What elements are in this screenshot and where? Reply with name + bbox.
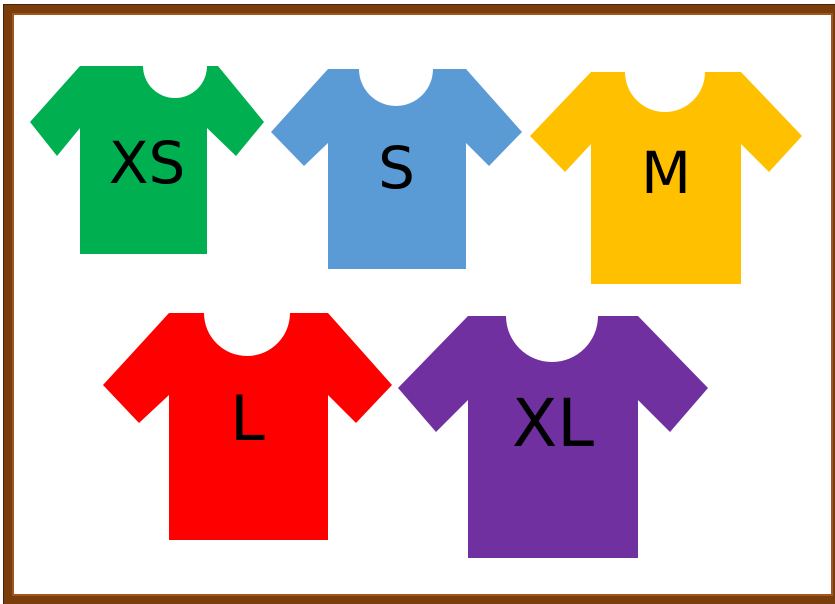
shirt-xs-label: XS (108, 129, 186, 197)
shirt-xl: XL (398, 316, 708, 558)
shirt-l-icon (103, 313, 392, 540)
shirt-m: M (530, 72, 802, 284)
shirt-xl-icon (398, 316, 708, 558)
shirt-xl-body (398, 316, 708, 558)
shirt-m-body (530, 72, 802, 284)
shirt-xl-label: XL (512, 385, 594, 462)
shirt-s: S (271, 69, 522, 269)
shirt-xs-body (30, 66, 264, 254)
shirt-s-icon (271, 69, 522, 269)
shirt-xs: XS (30, 66, 264, 254)
shirt-s-label: S (378, 134, 415, 202)
shirt-m-icon (530, 72, 802, 284)
shirt-xs-icon (30, 66, 264, 254)
shirt-s-body (271, 69, 522, 269)
shirt-l: L (103, 313, 392, 540)
shirt-l-body (103, 313, 392, 540)
shirt-m-label: M (640, 139, 692, 207)
shirt-l-label: L (230, 382, 265, 455)
